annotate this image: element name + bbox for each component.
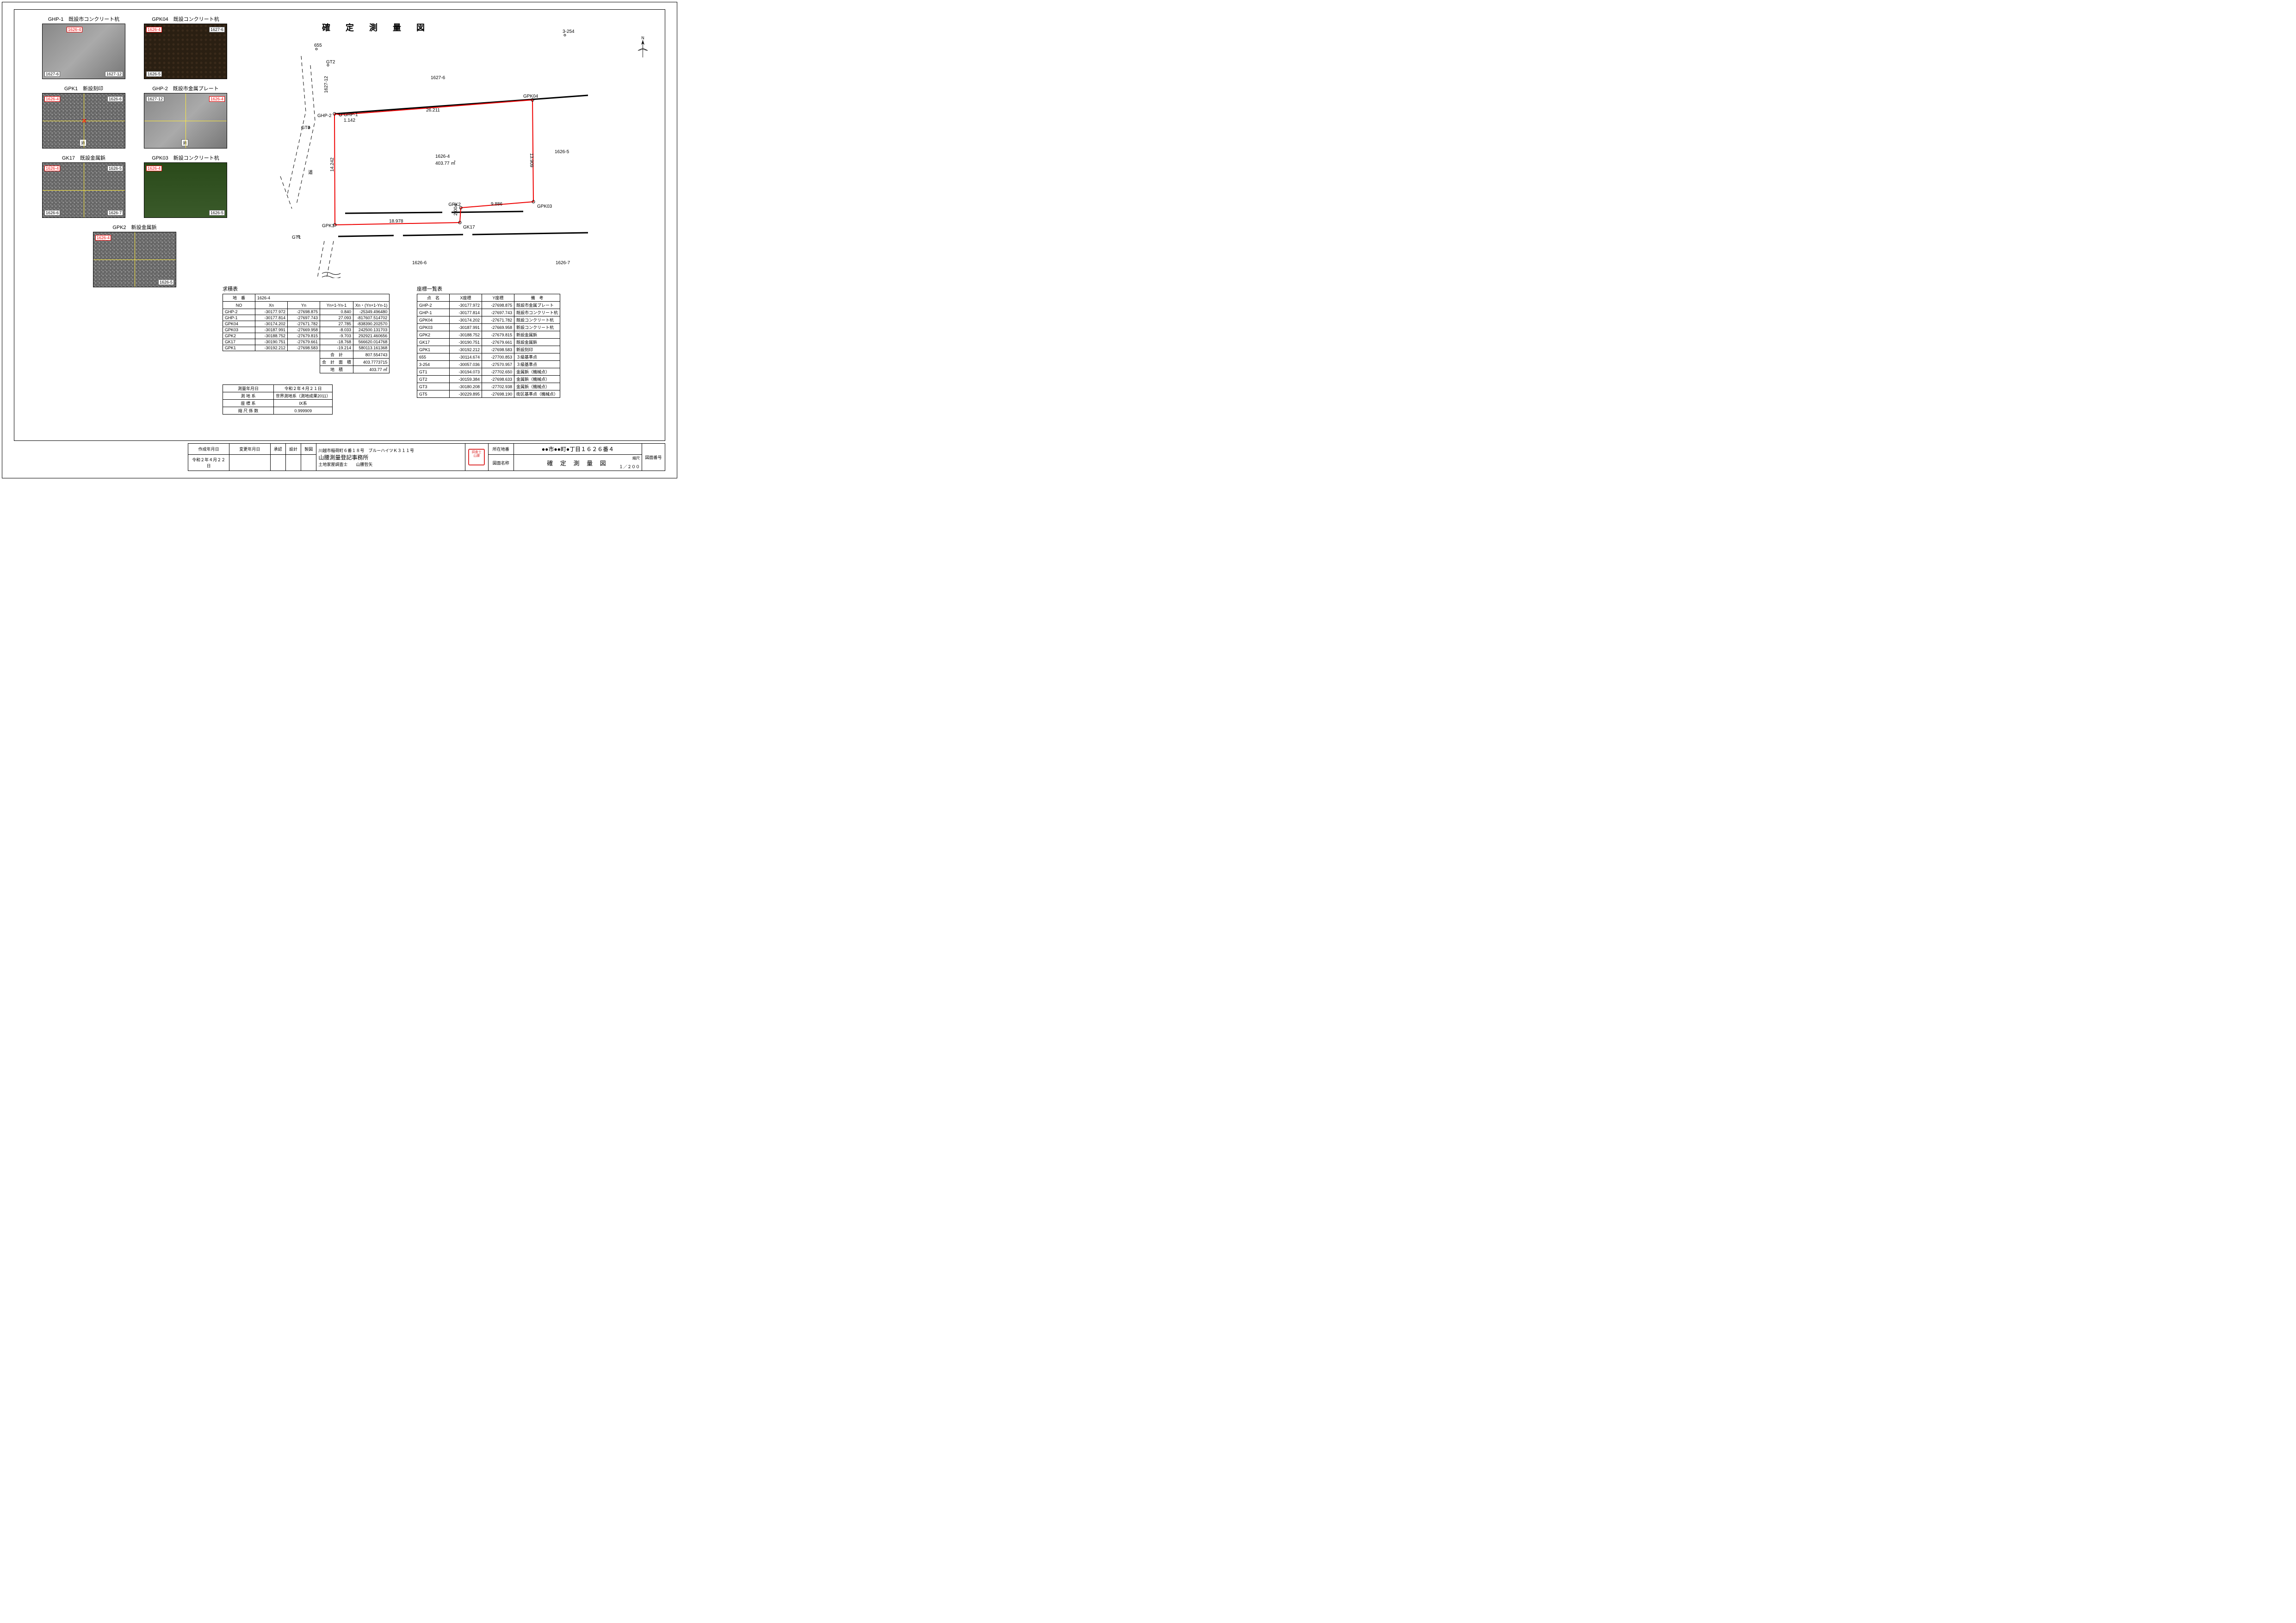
inner-frame: 確 定 測 量 図 N GHP-1 既設市コンクリート杭 1626-4 1627… — [14, 9, 665, 441]
svg-text:GPK04: GPK04 — [523, 94, 538, 99]
svg-text:1.142: 1.142 — [344, 118, 355, 123]
photo-gpk1: GPK1 新設刻印 1626-4 1626-6 道 — [42, 85, 125, 149]
svg-text:9.886: 9.886 — [491, 202, 502, 207]
svg-text:26.211: 26.211 — [426, 108, 440, 113]
svg-text:GHP-1: GHP-1 — [344, 112, 358, 118]
compass: N — [635, 35, 651, 61]
photo-panel: GHP-1 既設市コンクリート杭 1626-4 1627-6 1627-12 G… — [42, 15, 236, 293]
svg-text:1626-6: 1626-6 — [412, 260, 427, 266]
svg-text:GHP-2: GHP-2 — [317, 113, 332, 118]
svg-text:道: 道 — [308, 169, 313, 175]
svg-text:N: N — [641, 36, 644, 40]
photo-gpk03: GPK03 新設コンクリート杭 1626-4 1626-5 — [144, 154, 227, 218]
svg-text:403.77 ㎡: 403.77 ㎡ — [435, 161, 455, 166]
survey-page: 確 定 測 量 図 N GHP-1 既設市コンクリート杭 1626-4 1627… — [2, 2, 677, 478]
svg-text:GPK1: GPK1 — [322, 223, 334, 229]
svg-text:18.978: 18.978 — [389, 219, 403, 224]
svg-text:3-254: 3-254 — [563, 29, 575, 34]
photo-gk17: GK17 既設金属鋲 1626-4 1626-5 1626-6 1626-7 — [42, 154, 125, 218]
survey-drawing: 655 GT2 GT3 GT1 GT5 3-254 GHP-2 1.142 GH… — [264, 19, 588, 278]
svg-text:13.909: 13.909 — [529, 153, 534, 167]
photo-ghp2: GHP-2 既設市金属プレート 1627-12 1626-4 道 — [144, 85, 227, 149]
photo-image: 1626-4 1626-5 — [144, 162, 227, 218]
svg-text:GT2: GT2 — [326, 60, 335, 65]
photo-image: 1626-4 1626-5 1626-6 1626-7 — [42, 162, 125, 218]
svg-text:2.004: 2.004 — [453, 204, 458, 216]
photo-gpk2: GPK2 新設金属鋲 1626-4 1626-5 — [93, 223, 176, 287]
svg-text:655: 655 — [314, 43, 322, 48]
calculation-table: 求積表 地 番1626-4 NOXn YnYn+1-Yn-1 Xn・(Yn+1-… — [223, 285, 390, 373]
svg-text:14.242: 14.242 — [330, 157, 335, 172]
svg-text:1627-12: 1627-12 — [324, 76, 329, 93]
photo-image: 1626-4 1626-5 — [93, 232, 176, 287]
mark-icon — [81, 118, 86, 123]
svg-text:1626-5: 1626-5 — [555, 149, 569, 155]
coordinate-table: 座標一覧表 点 名X座標 Y座標備 考 GHP-2-30177.972-2769… — [417, 285, 560, 398]
svg-text:1626-7: 1626-7 — [556, 260, 570, 266]
photo-ghp1: GHP-1 既設市コンクリート杭 1626-4 1627-6 1627-12 — [42, 15, 125, 79]
meta-table: 測量年月日令和２年４月２１日 測 地 系世界測地系（測地成果2011） 座 標 … — [223, 384, 333, 415]
title-block: 作成年月日 変更年月日 承認 設計 製図 川越市稲荷町６番１８号 ブルーハイツＫ… — [14, 443, 665, 471]
photo-image: 1626-4 1627-6 1626-5 — [144, 24, 227, 79]
photo-image: 1626-4 1626-6 道 — [42, 93, 125, 149]
svg-text:GPK03: GPK03 — [537, 204, 552, 209]
svg-text:1627-6: 1627-6 — [431, 75, 446, 81]
svg-text:GT3: GT3 — [301, 125, 310, 130]
seal-icon: 調査士 山腰 — [468, 449, 485, 465]
photo-image: 1626-4 1627-6 1627-12 — [42, 24, 125, 79]
photo-gpk04: GPK04 既設コンクリート杭 1626-4 1627-6 1626-5 — [144, 15, 227, 79]
svg-text:GT1: GT1 — [292, 235, 301, 240]
svg-text:1626-4: 1626-4 — [435, 154, 450, 159]
photo-image: 1627-12 1626-4 道 — [144, 93, 227, 149]
svg-text:GK17: GK17 — [463, 225, 475, 230]
